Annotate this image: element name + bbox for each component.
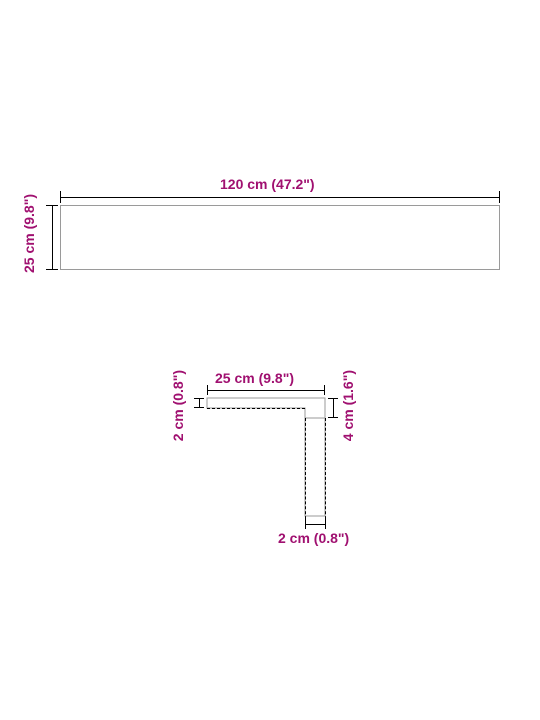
profile-bottom-label: 2 cm (0.8") xyxy=(278,530,349,546)
profile-left-dashed xyxy=(207,408,305,409)
profile-right-tick-top xyxy=(328,398,338,399)
profile-bottom-dim-line xyxy=(305,524,325,525)
profile-leg-dashed-left xyxy=(305,418,306,524)
profile-width-tick-left xyxy=(207,385,208,395)
profile-width-label: 25 cm (9.8") xyxy=(215,370,294,386)
profile-bottom-tick-left xyxy=(305,519,306,529)
profile-right-label: 4 cm (1.6") xyxy=(340,370,356,441)
profile-width-dim-line xyxy=(207,390,325,391)
profile-left-tick-top xyxy=(194,398,204,399)
profile-outline xyxy=(0,0,540,720)
profile-left-label: 2 cm (0.8") xyxy=(170,370,186,441)
profile-right-dim-line xyxy=(333,398,334,418)
profile-width-tick-right xyxy=(324,385,325,395)
profile-bottom-tick-right xyxy=(325,519,326,529)
profile-right-tick-bottom xyxy=(328,417,338,418)
profile-leg-dashed-right xyxy=(325,418,326,524)
profile-left-tick-bottom xyxy=(194,407,204,408)
